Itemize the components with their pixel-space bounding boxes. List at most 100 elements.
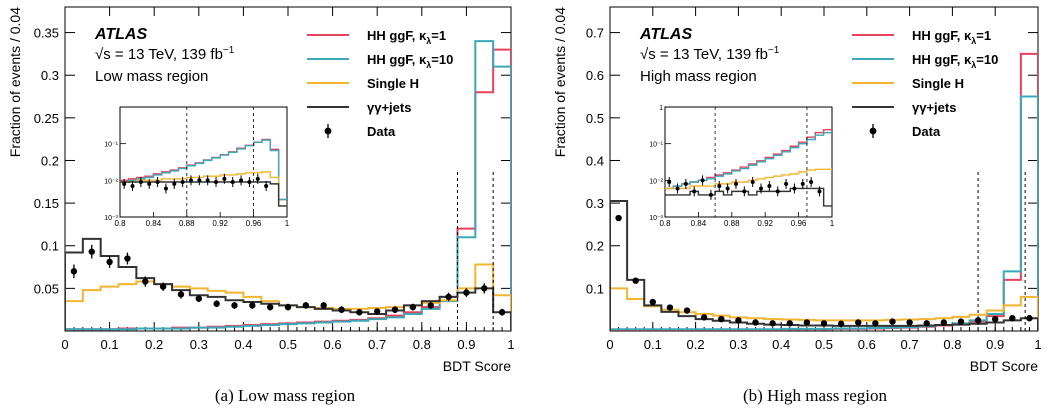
data-point — [855, 319, 862, 326]
inset-data-point — [784, 181, 789, 186]
x-tick-label: 0.9 — [986, 337, 1004, 352]
inset-data-point — [222, 176, 227, 181]
inset-data-point — [675, 186, 680, 191]
energy-label: √s = 13 TeV, 139 fb−1 — [95, 45, 235, 63]
inset-x-tick-label: 0.8 — [114, 219, 126, 228]
data-point — [356, 309, 363, 316]
inset-x-tick-label: 0.88 — [179, 219, 195, 228]
x-tick-label: 0.4 — [772, 337, 790, 352]
inset-data-point — [708, 192, 713, 197]
y-tick-label: 0.1 — [41, 239, 59, 254]
data-point — [177, 291, 185, 298]
x-axis-label: BDT Score — [443, 358, 511, 374]
inset-data-point — [180, 180, 185, 185]
data-point — [923, 320, 930, 327]
inset-y-tick-label: 10⁻² — [104, 178, 118, 185]
inset-data-point — [750, 180, 755, 185]
inset-y-tick-label: 10⁻¹ — [649, 142, 663, 149]
legend-label-2: Single H — [367, 76, 419, 91]
inset-x-tick-label: 0.84 — [146, 219, 162, 228]
legend-label-0: HH ggF, κλ=1 — [367, 28, 446, 46]
x-tick-label: 0 — [606, 337, 613, 352]
legend-text: HH ggF, κ — [367, 52, 427, 67]
data-point — [195, 295, 202, 302]
x-tick-label: 0.7 — [368, 337, 386, 352]
x-tick-label: 0.2 — [145, 337, 163, 352]
data-point — [786, 320, 793, 327]
legend-suffix: =1 — [976, 28, 991, 43]
legend-text: γγ+jets — [912, 100, 956, 115]
inset-data-point — [197, 178, 202, 183]
inset-x-tick-label: 0.8 — [659, 219, 671, 228]
inset-data-point — [247, 180, 252, 185]
x-tick-label: 0.8 — [943, 337, 961, 352]
energy-superscript: −1 — [768, 45, 780, 56]
y-axis-label: Fraction of events / 0.04 — [7, 7, 23, 157]
legend-label-4: Data — [912, 124, 941, 139]
data-point — [700, 314, 708, 321]
data-point — [284, 303, 292, 311]
inset-y-tick-label: 10⁻² — [649, 178, 663, 185]
inset-data-point — [239, 178, 244, 183]
data-point — [498, 309, 506, 316]
inset-y-tick-label: 10⁻³ — [104, 215, 118, 222]
inset-data-point — [230, 180, 235, 185]
data-point — [615, 214, 622, 222]
y-axis-label: Fraction of events / 0.04 — [552, 7, 568, 157]
y-tick-label: 0.3 — [41, 68, 59, 83]
y-tick-label: 0.05 — [34, 281, 59, 296]
y-tick-label: 0.4 — [586, 153, 604, 168]
legend-text: HH ggF, κ — [912, 28, 972, 43]
data-point — [213, 300, 220, 307]
inset-data-point — [264, 184, 269, 189]
x-tick-label: 0.3 — [729, 337, 747, 352]
region-label: High mass region — [640, 68, 757, 85]
data-point — [974, 317, 982, 324]
data-point — [718, 315, 725, 323]
legend-subscript: λ — [971, 36, 976, 46]
inset-data-point — [122, 181, 127, 186]
x-tick-label: 0 — [61, 337, 68, 352]
x-tick-label: 0.6 — [324, 337, 342, 352]
data-point — [803, 319, 811, 326]
data-point — [735, 317, 742, 324]
data-point — [159, 283, 167, 290]
caption-a: (a) Low mass region — [214, 386, 356, 405]
data-point — [427, 302, 434, 309]
data-point — [391, 306, 399, 313]
data-point — [124, 255, 131, 262]
legend-label-3: γγ+jets — [912, 100, 956, 115]
y-tick-label: 0.25 — [34, 111, 59, 126]
x-tick-label: 0.8 — [413, 337, 431, 352]
inset-data-point — [809, 180, 814, 185]
inset-x-tick-label: 0.92 — [757, 219, 773, 228]
y-tick-label: 0.3 — [586, 196, 604, 211]
inset-data-point — [717, 184, 722, 189]
inset-y-tick-label: 10⁻³ — [649, 215, 663, 222]
inset-series-1 — [665, 131, 832, 190]
legend-subscript: λ — [426, 60, 431, 70]
y-tick-label: 0.5 — [586, 111, 604, 126]
data-point — [683, 307, 691, 314]
data-point — [320, 302, 327, 309]
chart-panel-a: 0 0.1 0.2 0.3 0.4 0.5 0.6 0.7 0.8 0.9 1 0.05 0.1 0.15… — [7, 6, 515, 374]
inset-data-point — [138, 180, 143, 185]
x-tick-label: 1 — [507, 337, 514, 352]
legend-subscript: λ — [971, 60, 976, 70]
legend-text: HH ggF, κ — [367, 28, 427, 43]
inset-y-tick-label: 1 — [659, 105, 663, 112]
data-point — [666, 304, 674, 311]
legend-suffix: =10 — [431, 52, 453, 67]
legend-label-1: HH ggF, κλ=10 — [367, 52, 453, 70]
inset-data-point — [130, 184, 135, 189]
inset-x-tick-label: 1 — [285, 219, 290, 228]
caption-b: (b) High mass region — [742, 386, 887, 405]
x-tick-label: 0.9 — [457, 337, 475, 352]
legend-suffix: =10 — [976, 52, 998, 67]
data-point — [632, 277, 639, 284]
inset-data-point — [214, 180, 219, 185]
x-tick-label: 0.5 — [279, 337, 297, 352]
data-point — [649, 298, 656, 306]
inset-y-tick-label: 10⁻¹ — [104, 142, 118, 149]
inset-data-point — [155, 180, 160, 185]
